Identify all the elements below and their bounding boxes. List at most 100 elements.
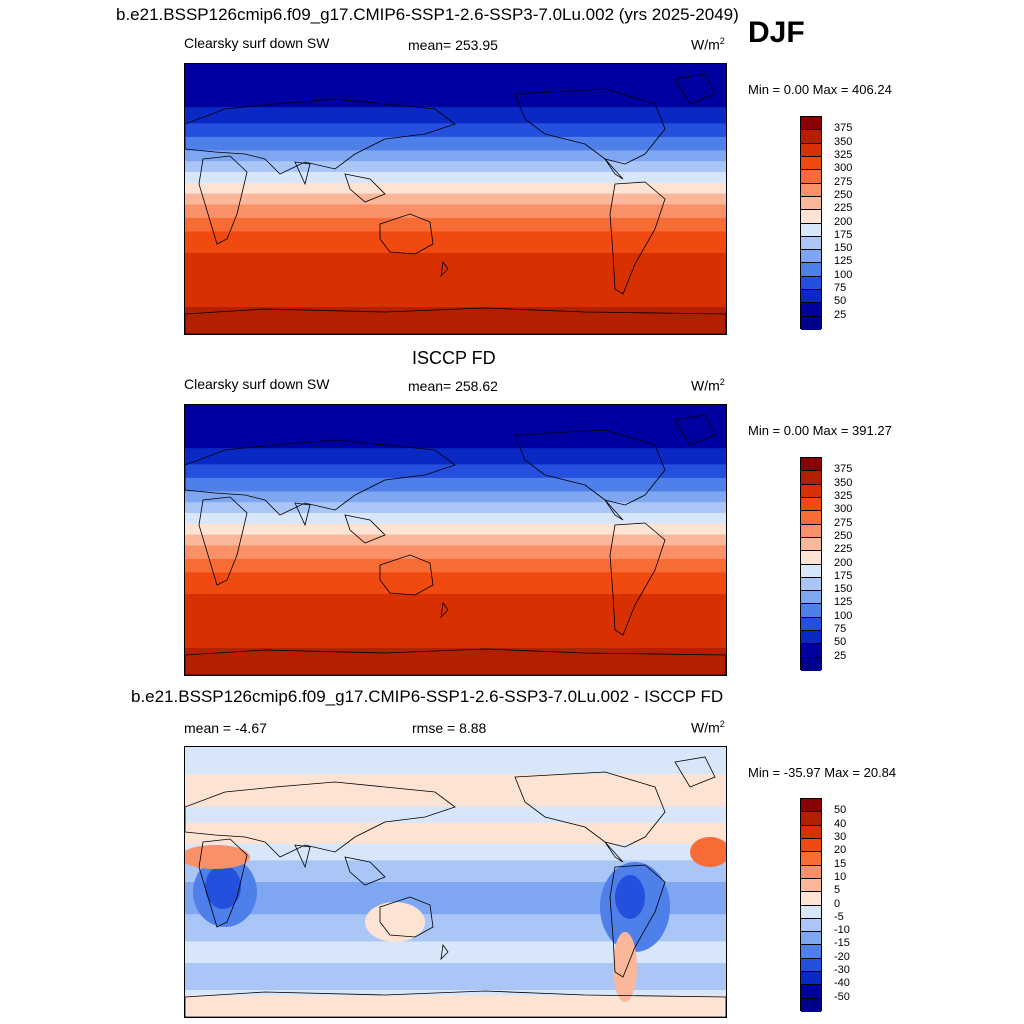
colorbar-tick-label: -15 <box>834 937 850 950</box>
colorbar-swatch <box>801 511 821 525</box>
colorbar-swatch <box>801 878 821 893</box>
colorbar-tick-label: 25 <box>834 308 847 321</box>
panel2-variable: Clearsky surf down SW <box>184 376 330 392</box>
colorbar-tick-label: 325 <box>834 489 853 502</box>
field-band <box>185 464 726 479</box>
coastline <box>674 414 716 446</box>
colorbar-tick-label: 125 <box>834 596 853 609</box>
colorbar-swatch <box>801 250 821 264</box>
coastline <box>379 213 434 255</box>
colorbar-tick-label: 275 <box>834 175 853 188</box>
colorbar-tick-label: 200 <box>834 215 853 228</box>
field-band <box>185 774 726 807</box>
coastline <box>514 771 666 848</box>
season-label: DJF <box>748 16 805 49</box>
colorbar-swatch <box>801 892 821 906</box>
colorbar-swatch <box>801 631 821 645</box>
colorbar-swatch <box>801 551 821 565</box>
field-band <box>185 204 726 219</box>
colorbar-tick-label: -40 <box>834 977 850 990</box>
colorbar-swatch <box>801 998 821 1012</box>
colorbar-tick-label: 225 <box>834 202 853 215</box>
panel2-units: W/m2 <box>691 377 725 394</box>
field-band <box>185 64 726 109</box>
colorbar-swatch <box>801 458 821 472</box>
colorbar-swatch <box>801 170 821 184</box>
panel2-map <box>184 404 727 676</box>
coastline <box>185 990 726 1017</box>
colorbar-tick-label: 75 <box>834 623 847 636</box>
colorbar-swatch <box>801 196 821 211</box>
coastline <box>294 844 311 869</box>
coastline <box>185 781 456 858</box>
colorbar-swatch <box>801 223 821 237</box>
colorbar-swatch <box>801 932 821 946</box>
field-band <box>185 860 726 882</box>
panel1-minmax: Min = 0.00 Max = 406.24 <box>748 82 892 97</box>
colorbar-swatch <box>801 497 821 512</box>
field-band <box>185 136 726 152</box>
colorbar-tick-label: 175 <box>834 569 853 582</box>
coastline <box>294 502 311 527</box>
panel3-mean: mean = -4.67 <box>184 720 267 736</box>
colorbar-tick-label: 275 <box>834 516 853 529</box>
field-band <box>185 172 726 184</box>
field-band <box>185 217 726 233</box>
colorbar-swatch <box>801 471 821 485</box>
panel3-title: b.e21.BSSP126cmip6.f09_g17.CMIP6-SSP1-2.… <box>131 687 724 706</box>
colorbar-swatch <box>801 865 821 879</box>
panel3-map <box>184 746 727 1018</box>
field-band <box>185 182 726 195</box>
coastline <box>440 943 449 961</box>
colorbar-tick-label: 10 <box>834 870 847 883</box>
field-band <box>185 307 726 334</box>
anomaly-region <box>613 932 637 1002</box>
colorbar-tick-label: 175 <box>834 228 853 241</box>
coastline <box>674 73 716 105</box>
colorbar-tick-label: 125 <box>834 255 853 268</box>
colorbar-swatch <box>801 958 821 973</box>
panel1-variable: Clearsky surf down SW <box>184 35 330 51</box>
field-band <box>185 572 726 595</box>
colorbar-tick-label: 30 <box>834 830 847 843</box>
colorbar-swatch <box>801 303 821 317</box>
colorbar-swatch <box>801 852 821 866</box>
field-band <box>185 502 726 514</box>
colorbar-swatch <box>801 972 821 986</box>
colorbar-swatch <box>801 537 821 552</box>
colorbar-tick-label: 150 <box>834 583 853 596</box>
colorbar-tick-label: 50 <box>834 804 847 817</box>
coastline <box>609 181 666 295</box>
colorbar-tick-label: 75 <box>834 282 847 295</box>
panel1-units: W/m2 <box>691 36 725 53</box>
panel2-colorbar <box>800 457 822 671</box>
colorbar-tick-label: 350 <box>834 135 853 148</box>
field-band <box>185 648 726 675</box>
colorbar-tick-label: 350 <box>834 476 853 489</box>
colorbar-tick-label: 100 <box>834 268 853 281</box>
coastline <box>609 522 666 636</box>
colorbar-swatch <box>801 276 821 291</box>
coastline <box>379 554 434 596</box>
coastline <box>198 838 248 928</box>
coastline <box>294 161 311 186</box>
coastline <box>514 429 666 506</box>
colorbar-tick-label: 40 <box>834 817 847 830</box>
field-band <box>185 231 726 254</box>
panel3-rmse: rmse = 8.88 <box>412 720 487 736</box>
anomaly-region <box>615 875 645 919</box>
coastline <box>185 648 726 675</box>
field-band <box>185 523 726 536</box>
field-band <box>185 193 726 206</box>
coastline <box>185 307 726 334</box>
colorbar-tick-label: 250 <box>834 529 853 542</box>
field-band <box>185 594 726 649</box>
field-band <box>185 107 726 125</box>
field-band <box>185 161 726 173</box>
coastline <box>185 439 456 516</box>
colorbar-tick-label: 5 <box>834 884 841 897</box>
panel3-units: W/m2 <box>691 719 725 736</box>
panel1-colorbar <box>800 116 822 330</box>
field-band <box>185 405 726 450</box>
colorbar-tick-label: 300 <box>834 503 853 516</box>
